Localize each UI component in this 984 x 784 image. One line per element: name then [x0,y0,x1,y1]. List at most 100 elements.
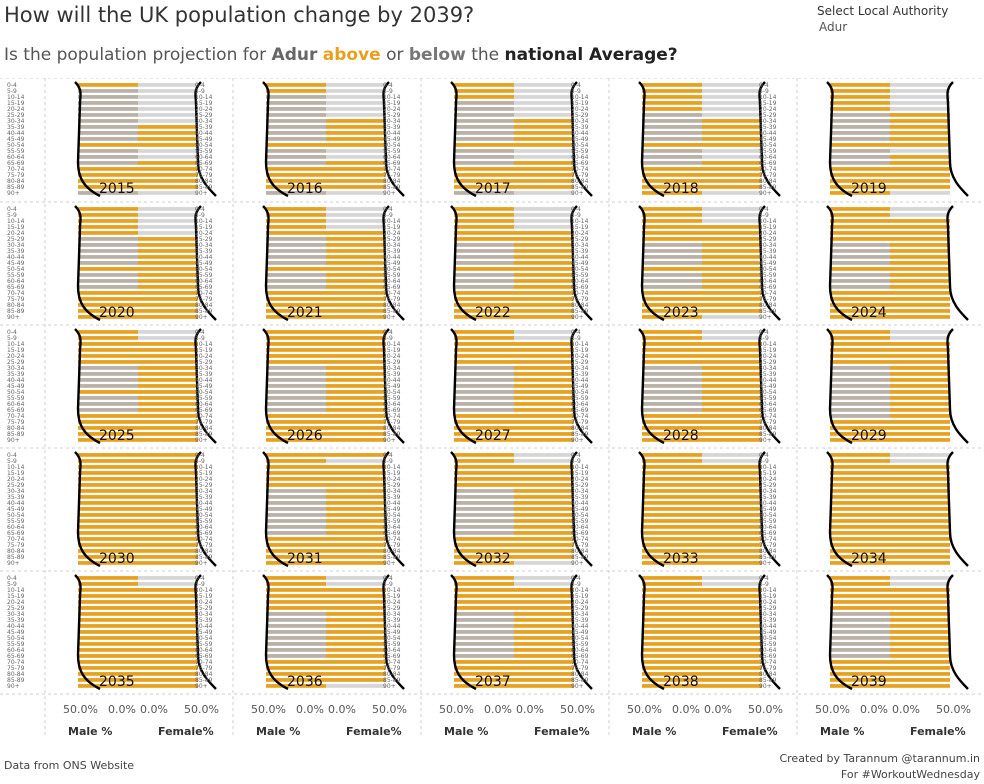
age-tick-label: 70-74 [759,413,777,420]
female-bar [890,125,950,129]
female-bar [326,483,386,487]
male-tick-label: 50.0% [251,703,286,716]
national-average-line-male [638,451,665,568]
male-bar [78,185,138,189]
male-bar [78,459,138,463]
male-bar [642,426,702,430]
age-tick-label: 0-4 [383,206,393,213]
age-tick-label: 60-64 [759,524,777,531]
age-tick-label: 80-84 [759,178,777,185]
female-bar [138,213,198,217]
female-bar [326,315,386,319]
female-bar [514,213,574,217]
age-tick-label: 75-79 [759,542,777,549]
age-tick-label: 55-59 [571,641,589,648]
age-tick-label: 40-44 [7,500,25,507]
age-tick-label: 0-4 [195,329,205,336]
age-tick-label: 75-79 [383,665,401,672]
male-bar [454,672,514,676]
age-tick-label: 30-34 [195,488,213,495]
female-bar [514,624,574,628]
age-tick-label: 65-69 [759,407,777,414]
male-bar [78,231,138,235]
male-bar [830,519,890,523]
age-tick-label: 0-4 [383,82,393,89]
age-tick-label: 80-84 [195,302,213,309]
age-tick-label: 5-9 [759,458,769,465]
female-bar [514,666,574,670]
male-bar [830,543,890,547]
age-tick-label: 30-34 [383,118,401,125]
male-bar [266,231,326,235]
female-bar [326,531,386,535]
female-bar [514,354,574,358]
national-average-line-male [74,328,101,445]
male-bar [642,297,702,301]
age-tick-label: 35-39 [383,248,401,255]
national-average-line-female [758,205,781,321]
age-tick-label: 10-14 [7,218,25,225]
female-bar [890,237,950,241]
age-tick-label: 75-79 [571,172,589,179]
male-bar [266,513,326,517]
female-bar [326,173,386,177]
age-tick-label: 40-44 [7,377,25,384]
male-bar [266,576,326,580]
age-tick-label: 20-24 [195,230,213,237]
age-tick-label: 75-79 [571,419,589,426]
filter-value[interactable]: Adur [819,20,848,34]
age-tick-label: 35-39 [7,494,25,501]
male-bar [78,237,138,241]
age-tick-label: 25-29 [195,482,213,489]
local-authority-filter[interactable]: Select Local Authority Adur [817,4,977,34]
male-bar [830,179,890,183]
age-tick-label: 85-89 [759,431,777,438]
age-tick-label: 70-74 [7,536,25,543]
male-bar [78,465,138,469]
female-bar [326,348,386,352]
male-bar [642,249,702,253]
age-tick-label: 80-84 [7,302,25,309]
male-bar [642,101,702,105]
male-bar [642,588,702,592]
age-tick-label: 10-14 [759,218,777,225]
male-bar [266,125,326,129]
age-tick-label: 5-9 [571,335,581,342]
age-tick-label: 65-69 [759,160,777,167]
credit-line-1: Created by Tarannum @tarannum.in [779,752,980,765]
male-bar [78,396,138,400]
female-bar [138,543,198,547]
male-bar [78,219,138,223]
male-bar [642,330,702,334]
female-bar [890,600,950,604]
age-tick-label: 30-34 [7,118,25,125]
age-tick-label: 5-9 [195,581,205,588]
male-bar [78,624,138,628]
age-tick-label: 40-44 [383,500,401,507]
male-bar [78,119,138,123]
male-bar [78,648,138,652]
female-bar [890,654,950,658]
female-bar [138,255,198,259]
female-bar [138,137,198,141]
male-bar [454,303,514,307]
male-bar [642,167,702,171]
male-bar [454,390,514,394]
male-bar [454,642,514,646]
female-bar [138,119,198,123]
male-bar [266,672,326,676]
year-label: 2039 [851,674,887,690]
age-tick-label: 15-19 [759,593,777,600]
female-bar [138,336,198,340]
national-average-line-male [450,451,477,568]
male-bar [78,537,138,541]
year-label: 2021 [287,305,323,321]
age-tick-label: 30-34 [759,488,777,495]
male-bar [642,654,702,658]
female-bar [702,330,762,334]
age-tick-label: 65-69 [195,653,213,660]
age-tick-label: 85-89 [195,677,213,684]
female-bar [326,426,386,430]
subtitle-below: below [408,45,466,65]
male-bar [642,243,702,247]
